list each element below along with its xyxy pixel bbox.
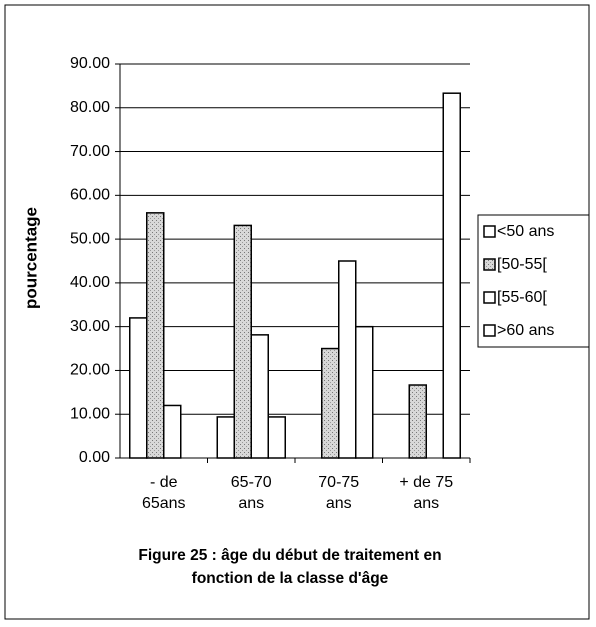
legend-swatch — [483, 291, 496, 304]
y-tick-label: 40.00 — [70, 274, 110, 291]
legend-label: <50 ans — [497, 223, 554, 240]
y-tick-label: 0.00 — [79, 449, 110, 466]
y-tick-label: 20.00 — [70, 362, 110, 379]
legend-swatch — [483, 258, 496, 271]
y-tick-label: 10.00 — [70, 405, 110, 422]
bar — [267, 416, 286, 459]
legend-label: >60 ans — [497, 322, 554, 339]
bar — [250, 334, 269, 459]
x-tick-label: - de 65ans — [141, 474, 186, 512]
y-tick-label: 60.00 — [70, 187, 110, 204]
legend-label: [55-60[ — [497, 289, 547, 306]
y-axis-label: pourcentage — [21, 207, 40, 309]
bar — [233, 224, 252, 459]
legend-swatch — [483, 225, 496, 238]
x-tick-label: 70-75 ans — [318, 474, 360, 512]
bar — [355, 325, 374, 459]
bar — [216, 416, 235, 459]
legend-swatch — [483, 324, 496, 337]
legend-label: [50-55[ — [497, 256, 547, 273]
legend-box — [477, 214, 590, 348]
bar — [129, 317, 148, 459]
bar — [442, 92, 461, 459]
bar — [163, 404, 182, 459]
y-tick-label: 50.00 — [70, 230, 110, 247]
bar — [408, 384, 427, 459]
y-tick-label: 70.00 — [70, 143, 110, 160]
bar — [338, 260, 357, 459]
x-tick-label: + de 75 ans — [399, 474, 454, 512]
x-tick-label: 65-70 ans — [230, 474, 272, 512]
bar — [146, 212, 165, 459]
chart-title: Figure 25 : âge du début de traitement e… — [138, 547, 442, 587]
y-tick-label: 30.00 — [70, 318, 110, 335]
y-tick-label: 80.00 — [70, 99, 110, 116]
y-tick-label: 90.00 — [70, 55, 110, 72]
bar — [321, 347, 340, 459]
